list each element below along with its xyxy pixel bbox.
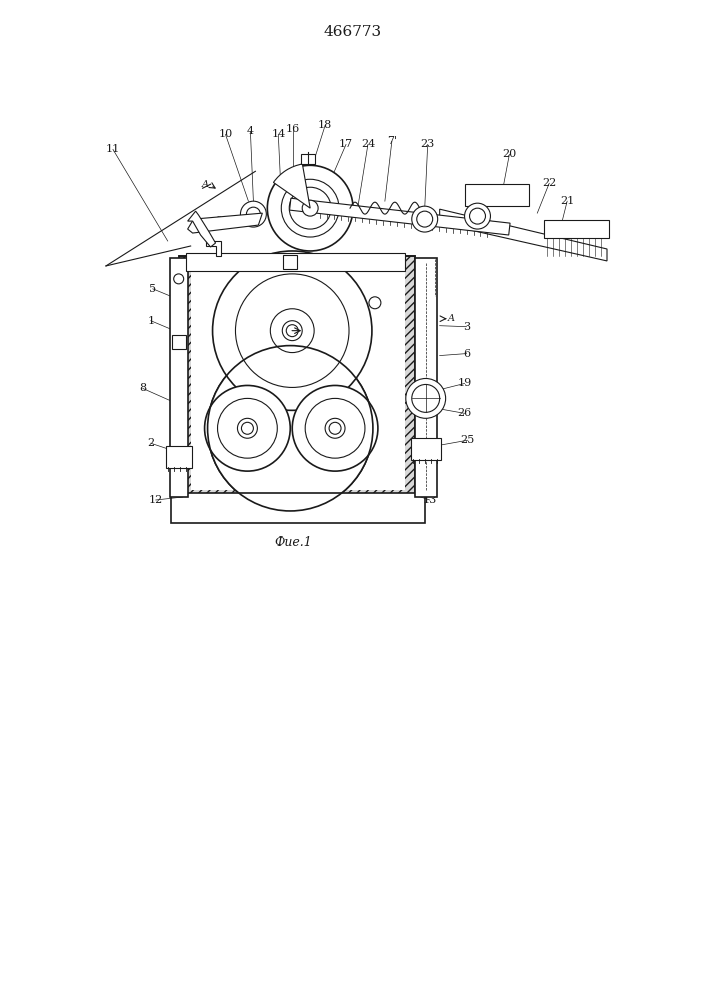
Text: 16: 16 (286, 124, 300, 134)
Circle shape (302, 200, 318, 216)
Circle shape (281, 179, 339, 237)
Text: 12: 12 (148, 495, 163, 505)
Circle shape (174, 274, 184, 284)
Text: A: A (448, 314, 455, 323)
Circle shape (305, 398, 365, 458)
Text: 14: 14 (271, 129, 286, 139)
Wedge shape (274, 164, 310, 208)
Bar (170, 258, 187, 497)
Text: 466773: 466773 (324, 25, 382, 39)
Circle shape (292, 385, 378, 471)
Text: 4: 4 (247, 126, 254, 136)
Circle shape (282, 321, 302, 341)
Text: 3: 3 (463, 322, 470, 332)
Text: 10: 10 (218, 129, 233, 139)
Text: 18: 18 (318, 120, 332, 130)
Bar (544, 220, 609, 238)
Text: 13: 13 (423, 495, 437, 505)
Text: 2: 2 (147, 438, 154, 448)
Bar (191, 266, 405, 490)
Bar (464, 184, 530, 206)
Text: 11: 11 (106, 144, 120, 154)
Polygon shape (290, 198, 510, 235)
Circle shape (238, 418, 257, 438)
Bar (186, 253, 405, 271)
Text: 23: 23 (421, 139, 435, 149)
Text: 17: 17 (339, 139, 353, 149)
Circle shape (464, 203, 491, 229)
Circle shape (213, 251, 372, 410)
Bar (301, 154, 315, 164)
Circle shape (208, 346, 373, 511)
Text: 6: 6 (463, 349, 470, 359)
Text: 7': 7' (387, 136, 397, 146)
Polygon shape (187, 211, 216, 247)
Text: 9: 9 (215, 216, 222, 226)
Bar (170, 493, 425, 523)
Bar (464, 184, 530, 206)
Bar (172, 335, 186, 349)
Circle shape (369, 297, 381, 309)
Text: 26: 26 (457, 408, 472, 418)
Text: 8: 8 (139, 383, 146, 393)
Text: A: A (202, 180, 209, 189)
Bar (284, 255, 297, 269)
Polygon shape (206, 241, 221, 256)
Bar (411, 438, 440, 460)
Text: 19: 19 (457, 378, 472, 388)
Polygon shape (187, 213, 262, 233)
Text: Фие.1: Фие.1 (274, 536, 312, 549)
Circle shape (325, 418, 345, 438)
Circle shape (411, 206, 438, 232)
Bar (179, 493, 409, 503)
Polygon shape (440, 209, 607, 261)
Text: 24: 24 (361, 139, 375, 149)
Text: 21: 21 (560, 196, 574, 206)
Bar (415, 258, 437, 497)
Circle shape (240, 201, 267, 227)
Text: 1: 1 (147, 316, 154, 326)
Circle shape (406, 378, 445, 418)
Circle shape (235, 274, 349, 387)
Bar (165, 446, 192, 468)
Text: 5: 5 (149, 284, 156, 294)
Circle shape (204, 385, 291, 471)
Bar (179, 256, 415, 495)
Bar (186, 253, 405, 271)
Text: 20: 20 (502, 149, 517, 159)
Circle shape (218, 398, 277, 458)
Text: 25: 25 (460, 435, 474, 445)
Circle shape (270, 309, 314, 353)
Text: 22: 22 (542, 178, 556, 188)
Circle shape (267, 165, 353, 251)
